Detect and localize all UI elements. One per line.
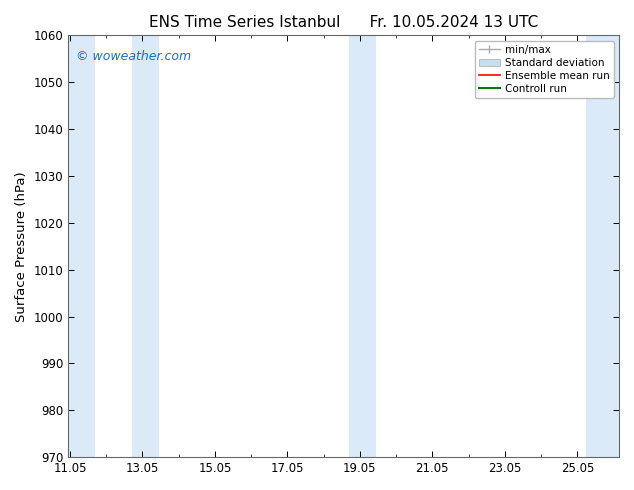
Title: ENS Time Series Istanbul      Fr. 10.05.2024 13 UTC: ENS Time Series Istanbul Fr. 10.05.2024 … [149,15,538,30]
Bar [132,35,158,457]
Legend: min/max, Standard deviation, Ensemble mean run, Controll run: min/max, Standard deviation, Ensemble me… [475,41,614,98]
Y-axis label: Surface Pressure (hPa): Surface Pressure (hPa) [15,171,28,321]
Bar [349,35,376,457]
Bar [68,35,95,457]
Text: © woweather.com: © woweather.com [77,50,191,63]
Bar [586,35,619,457]
